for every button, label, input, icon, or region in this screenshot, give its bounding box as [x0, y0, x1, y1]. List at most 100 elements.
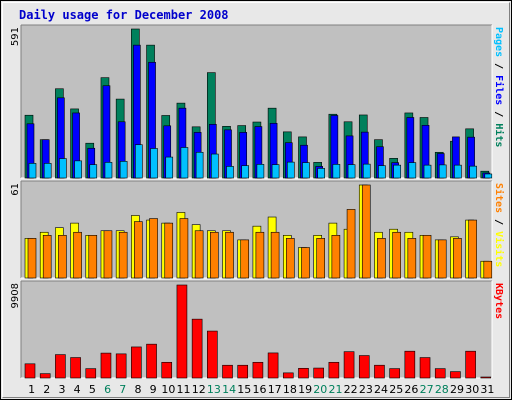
kbytes-legend: KBytes: [493, 283, 504, 319]
kbytes-bar: [55, 354, 66, 379]
sites-bar: [240, 239, 250, 279]
legend-kbytes: KBytes: [493, 283, 504, 319]
x-tick-label: 26: [404, 383, 418, 396]
kbytes-bar: [24, 363, 36, 379]
pages-bar: [317, 168, 325, 179]
sites-bar: [453, 238, 462, 279]
sites-bar: [179, 218, 189, 279]
sites-bar: [422, 235, 432, 279]
kbytes-bar: [404, 350, 416, 379]
x-tick-label: 30: [465, 383, 479, 396]
pages-bar: [256, 164, 265, 179]
sites-bar: [346, 209, 356, 279]
kbytes-bar: [146, 343, 157, 379]
pages-bar: [241, 165, 250, 179]
kbytes-bar: [115, 353, 127, 379]
x-tick-label: 29: [450, 383, 464, 396]
legend-hits: Hits: [493, 123, 505, 147]
x-tick-label: 12: [192, 383, 206, 396]
x-tick-label: 23: [359, 383, 373, 396]
pages-bar: [438, 164, 447, 179]
kbytes-bar: [328, 361, 340, 379]
kbytes-bar: [100, 352, 112, 379]
pages-bar: [332, 164, 341, 179]
x-tick-label: 22: [344, 383, 358, 396]
kbytes-bar: [434, 368, 446, 379]
x-tick-label: 3: [58, 383, 65, 396]
pages-bar: [28, 163, 37, 179]
hits-legend: Pages / Files / Hits: [493, 27, 505, 147]
sites-bar: [377, 238, 386, 279]
sites-bar: [468, 219, 477, 279]
pages-bar: [302, 162, 310, 179]
pages-bar: [408, 162, 417, 179]
kbytes-bar: [70, 357, 81, 379]
x-tick-label: 13: [207, 383, 221, 396]
kbytes-bar: [282, 372, 294, 379]
chart-title: Daily usage for December 2008: [19, 8, 229, 22]
legend-files: Files: [493, 75, 505, 105]
pages-bar: [150, 148, 158, 179]
sites-bar: [27, 238, 37, 279]
x-tick-label: 31: [480, 383, 494, 396]
pages-bar: [104, 162, 113, 179]
x-tick-label: 16: [253, 383, 267, 396]
sites-bar: [225, 231, 234, 279]
pages-bar: [393, 164, 401, 179]
pages-bar: [119, 161, 128, 179]
kbytes-bar: [480, 376, 492, 379]
sites-bar: [103, 230, 113, 279]
kbytes-bar: [191, 318, 203, 379]
pages-bar: [347, 164, 356, 179]
sites-bar: [134, 221, 143, 279]
x-tick-label: 8: [134, 383, 141, 396]
x-tick-label: 5: [89, 383, 96, 396]
kbytes-bar: [450, 371, 461, 379]
sites-bar: [285, 238, 295, 279]
kbytes-bar: [389, 368, 400, 379]
pages-bar: [469, 165, 477, 179]
kbytes-bar: [39, 373, 51, 379]
legend-separator: /: [493, 57, 504, 75]
legend-separator: /: [493, 213, 504, 231]
x-tick-label: 11: [177, 383, 191, 396]
kbytes-bar: [267, 352, 279, 379]
hits-ymax-label: 591: [10, 27, 21, 46]
x-tick-label: 2: [43, 383, 50, 396]
legend-pages: Pages: [493, 27, 504, 57]
sites-bar: [58, 235, 67, 279]
kbytes-bar: [465, 350, 476, 379]
sites-bar: [437, 239, 447, 279]
pages-bar: [165, 156, 174, 179]
x-tick-label: 25: [389, 383, 403, 396]
pages-bar: [484, 173, 493, 179]
sites-bar: [483, 260, 493, 279]
sites-bar: [361, 184, 371, 279]
kbytes-bar: [358, 355, 370, 379]
x-tick-label: 14: [222, 383, 236, 396]
pages-bar: [423, 164, 432, 179]
sites-bar: [149, 218, 158, 279]
x-tick-label: 18: [283, 383, 297, 396]
kbytes-ymax-label: 9908: [10, 283, 21, 308]
kbytes-bar: [313, 367, 324, 379]
sites-bar: [42, 235, 52, 279]
x-tick-label: 9: [150, 383, 157, 396]
sites-bar: [407, 238, 417, 279]
kbytes-bar: [374, 364, 385, 379]
kbytes-bar: [419, 357, 431, 379]
pages-bar: [271, 164, 280, 179]
legend-sites: Sites: [493, 183, 505, 213]
sites-bar: [194, 230, 204, 279]
kbytes-bar: [222, 364, 233, 379]
x-tick-label: 15: [237, 383, 251, 396]
x-tick-label: 28: [435, 383, 449, 396]
pages-bar: [211, 153, 219, 179]
pages-bar: [226, 166, 234, 179]
pages-bar: [135, 144, 143, 179]
x-tick-label: 7: [119, 383, 126, 396]
pages-bar: [89, 164, 98, 179]
x-tick-label: 24: [374, 383, 388, 396]
